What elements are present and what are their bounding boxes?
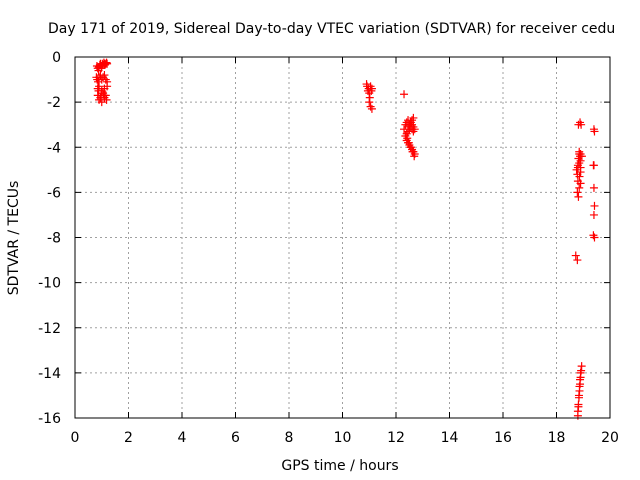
data-point xyxy=(577,362,586,371)
data-point xyxy=(410,152,419,161)
data-point xyxy=(409,113,418,122)
x-tick-label: 0 xyxy=(71,430,80,446)
data-point xyxy=(590,201,599,210)
x-tick-label: 12 xyxy=(387,430,405,446)
data-point xyxy=(590,233,599,242)
data-point xyxy=(573,411,582,420)
data-point xyxy=(574,192,583,201)
x-tick-label: 2 xyxy=(124,430,133,446)
y-axis-title: SDTVAR / TECUs xyxy=(6,181,22,296)
x-axis-title: GPS time / hours xyxy=(281,458,398,474)
y-tick-label: -8 xyxy=(47,231,61,247)
x-tick-label: 16 xyxy=(494,430,512,446)
data-point xyxy=(103,82,112,91)
data-point xyxy=(367,104,376,113)
data-point xyxy=(589,161,598,170)
y-tick-label: -16 xyxy=(38,411,61,427)
data-point xyxy=(408,147,417,156)
data-point xyxy=(400,90,409,99)
data-point xyxy=(575,183,584,192)
data-point xyxy=(575,159,584,168)
data-point xyxy=(574,402,583,411)
data-point xyxy=(102,95,111,104)
plot-frame xyxy=(74,56,611,419)
chart-title: Day 171 of 2019, Sidereal Day-to-day VTE… xyxy=(48,21,615,37)
data-point xyxy=(577,152,586,161)
data-point xyxy=(367,84,376,93)
grid xyxy=(75,57,610,418)
data-point xyxy=(571,251,580,260)
data-point xyxy=(97,98,106,107)
data-point xyxy=(577,120,586,129)
data-point xyxy=(575,382,584,391)
y-tick-label: -6 xyxy=(47,185,61,201)
y-tick-label: -14 xyxy=(38,366,61,382)
y-tick-label: -12 xyxy=(38,321,61,337)
x-tick-label: 6 xyxy=(231,430,240,446)
y-tick-label: -4 xyxy=(47,140,61,156)
x-tick-label: 10 xyxy=(334,430,352,446)
y-tick-labels: 0 -2 -4 -6 -8 -10 -12 -14 -16 xyxy=(38,50,61,427)
x-tick-label: 20 xyxy=(601,430,619,446)
data-point xyxy=(589,183,598,192)
y-tick-label: 0 xyxy=(52,50,61,66)
data-point xyxy=(573,256,582,265)
data-point xyxy=(410,125,419,134)
data-point xyxy=(573,188,582,197)
data-point xyxy=(576,179,585,188)
x-tick-label: 14 xyxy=(441,430,459,446)
data-point xyxy=(103,59,112,68)
data-point xyxy=(589,210,598,219)
data-point xyxy=(403,134,412,143)
x-tick-label: 4 xyxy=(178,430,187,446)
x-tick-label: 8 xyxy=(285,430,294,446)
data-points xyxy=(92,58,599,420)
data-point xyxy=(406,143,415,152)
data-point xyxy=(590,127,599,136)
data-point xyxy=(574,391,583,400)
data-point xyxy=(100,71,109,80)
data-point xyxy=(576,163,585,172)
data-point xyxy=(365,98,374,107)
data-point xyxy=(99,91,108,100)
y-tick-label: -10 xyxy=(38,276,61,292)
data-point xyxy=(576,375,585,384)
x-tick-label: 18 xyxy=(548,430,566,446)
y-tick-label: -2 xyxy=(47,95,61,111)
x-tick-labels: 0 2 4 6 8 10 12 14 16 18 20 xyxy=(71,430,619,446)
data-point xyxy=(404,138,413,147)
data-point xyxy=(575,172,584,181)
data-point xyxy=(576,368,585,377)
